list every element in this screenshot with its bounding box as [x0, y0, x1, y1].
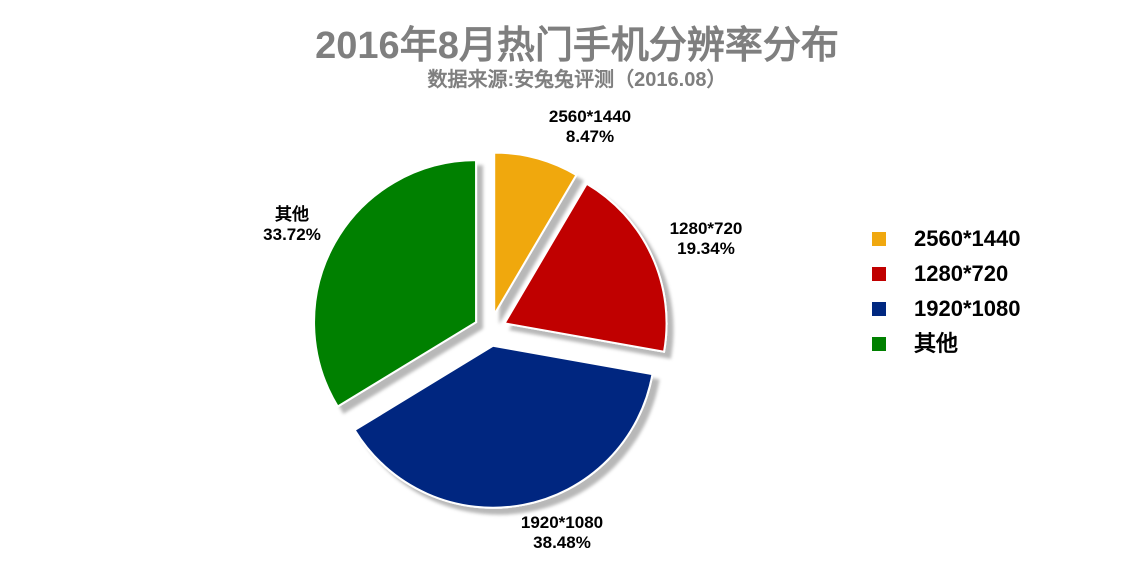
data-label-category: 2560*1440	[549, 107, 631, 126]
pie-slice-other	[313, 159, 478, 408]
legend-swatch	[872, 302, 886, 316]
chart-subtitle: 数据来源:安兔兔评测（2016.08）	[428, 67, 727, 91]
legend-label: 其他	[914, 331, 958, 356]
legend: 2560*1440 1280*720 1920*1080 其他	[872, 226, 1020, 356]
legend-swatch	[872, 267, 886, 281]
legend-label: 2560*1440	[914, 226, 1020, 251]
legend-label: 1920*1080	[914, 296, 1020, 321]
data-label-value: 38.48%	[533, 533, 591, 552]
legend-item-1280x720: 1280*720	[872, 261, 1008, 286]
legend-item-2560x1440: 2560*1440	[872, 226, 1020, 251]
data-label-value: 19.34%	[677, 239, 735, 258]
pie-slice-2560x1440	[493, 151, 578, 319]
legend-swatch	[872, 337, 886, 351]
pie-slices	[313, 151, 668, 509]
data-labels: 2560*1440 8.47% 1280*720 19.34% 1920*1080 38.…	[263, 107, 742, 552]
legend-item-1920x1080: 1920*1080	[872, 296, 1020, 321]
legend-item-other: 其他	[872, 331, 958, 356]
data-label-value: 33.72%	[263, 225, 321, 244]
legend-swatch	[872, 232, 886, 246]
data-label-category: 1920*1080	[521, 513, 603, 532]
data-label-1280x720: 1280*720 19.34%	[670, 219, 743, 258]
data-label-2560x1440: 2560*1440 8.47%	[549, 107, 631, 146]
data-label-category: 其他	[275, 204, 309, 224]
legend-label: 1280*720	[914, 261, 1008, 286]
pie-slice-1920x1080	[353, 344, 654, 509]
data-label-other: 其他 33.72%	[263, 204, 321, 244]
data-label-category: 1280*720	[670, 219, 743, 238]
data-label-value: 8.47%	[566, 127, 614, 146]
data-label-1920x1080: 1920*1080 38.48%	[521, 513, 603, 552]
pie-slice-1280x720	[502, 182, 668, 353]
chart-title: 2016年8月热门手机分辨率分布	[315, 25, 839, 67]
